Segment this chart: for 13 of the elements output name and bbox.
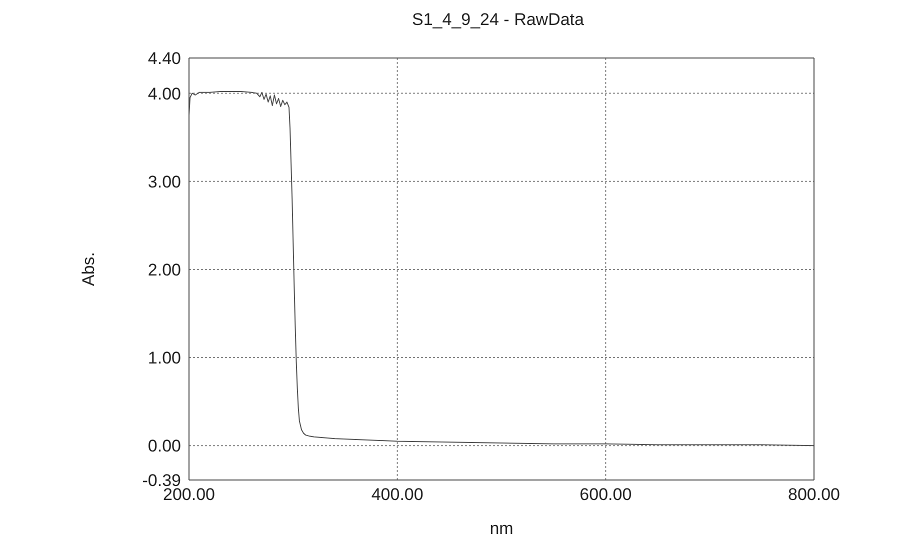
y-axis-title: Abs. xyxy=(79,252,98,286)
x-tick-label: 600.00 xyxy=(580,485,632,504)
x-tick-label: 800.00 xyxy=(788,485,840,504)
y-tick-label: 0.00 xyxy=(148,436,181,456)
y-tick-label: 1.00 xyxy=(148,348,181,368)
x-axis-title: nm xyxy=(490,519,514,538)
chart-title: S1_4_9_24 - RawData xyxy=(410,10,585,30)
y-tick-label: 4.00 xyxy=(148,84,181,104)
x-tick-label: 400.00 xyxy=(371,485,424,504)
y-tick-label: 2.00 xyxy=(148,260,181,280)
y-tick-label: 3.00 xyxy=(148,172,181,192)
y-tick-label: 4.40 xyxy=(148,49,181,68)
x-tick-label: 200.00 xyxy=(163,485,215,504)
